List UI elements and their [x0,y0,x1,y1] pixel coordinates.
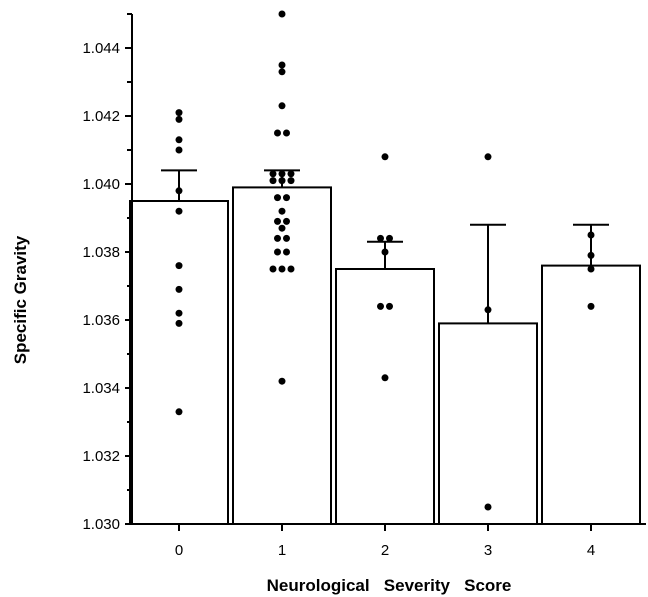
y-axis-title: Specific Gravity [11,235,30,364]
data-point [278,265,286,273]
data-point [587,265,595,273]
data-point [175,309,183,317]
x-tick-label: 3 [484,542,492,559]
data-point [175,115,183,123]
data-point [278,224,286,232]
data-point [377,234,384,242]
data-point [274,194,281,202]
y-tick-label: 1.044 [82,40,120,57]
data-point [269,265,277,273]
data-point [175,262,183,270]
data-point [587,231,595,239]
data-point [587,302,595,310]
data-point [287,177,295,185]
data-point [175,408,183,416]
data-point [587,251,595,259]
x-tick-label: 0 [175,542,183,559]
x-axis-title: Neurological Severity Score [267,576,512,595]
data-point [283,129,290,137]
data-point [274,248,281,256]
y-tick-label: 1.038 [82,244,120,261]
y-tick-label: 1.032 [82,448,120,465]
data-point [175,146,183,154]
data-point [283,248,290,256]
axes: 1.030 1.032 1.034 1.036 1.038 1.040 1.042 1.044… [82,13,646,559]
data-point [283,234,290,242]
bar [129,200,229,525]
data-point [278,102,286,110]
x-tick-label: 1 [278,542,286,559]
data-point [484,153,492,161]
data-point [175,109,183,117]
data-point [386,302,393,310]
data-point [175,187,183,195]
x-tick-label: 4 [587,542,595,559]
data-point [278,10,286,18]
bar [438,322,538,525]
data-point [274,234,281,242]
data-point [278,177,286,185]
y-tick-label: 1.040 [82,176,120,193]
y-tick-label: 1.042 [82,108,120,125]
plot-area [129,10,641,525]
data-point [274,129,281,137]
y-tick-label: 1.030 [82,516,120,533]
bar [335,268,435,525]
data-point [484,306,492,314]
y-tick-label: 1.036 [82,312,120,329]
bar [232,186,332,525]
data-point [175,136,183,144]
data-point [287,170,295,178]
x-tick-label: 2 [381,542,389,559]
data-point [278,170,286,178]
data-point [381,248,389,256]
data-point [377,302,384,310]
data-point [269,177,277,185]
data-point [386,234,393,242]
data-point [278,68,286,76]
data-point [278,207,286,215]
data-point [274,217,281,225]
data-point [269,170,277,178]
data-point [287,265,295,273]
data-point [278,377,286,385]
data-point [484,503,492,511]
data-point [175,285,183,293]
data-point [283,217,290,225]
data-point [175,319,183,327]
data-point [175,207,183,215]
data-point [381,374,389,382]
data-point [278,61,286,69]
data-point [283,194,290,202]
data-point [381,153,389,161]
y-tick-label: 1.034 [82,380,120,397]
